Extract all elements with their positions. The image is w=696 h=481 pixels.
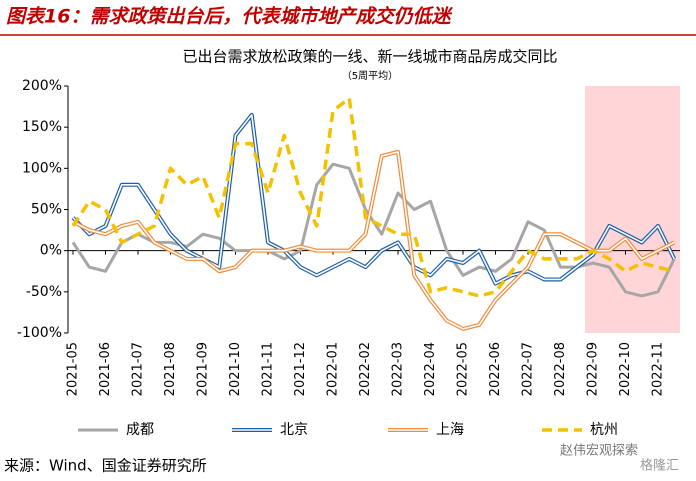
x-tick-label: 2022-04 (423, 342, 438, 396)
x-tick-label: 2022-03 (391, 342, 406, 396)
x-tick-label: 2021-08 (163, 342, 178, 396)
series-line (71, 162, 676, 298)
y-tick-label: 200% (22, 78, 62, 94)
x-tick-label: 2022-08 (553, 342, 568, 396)
x-tick-label: 2021-06 (98, 342, 113, 396)
x-tick-label: 2022-01 (326, 342, 341, 396)
x-tick-label: 2021-12 (293, 342, 308, 396)
header-bg (0, 0, 696, 34)
y-tick-label: 50% (31, 202, 62, 218)
legend-label: 杭州 (590, 422, 618, 438)
x-tick-label: 2022-02 (358, 342, 373, 396)
x-tick-label: 2022-05 (456, 342, 471, 396)
chart-subtitle: （5周平均） (342, 70, 398, 82)
legend-label: 成都 (126, 422, 154, 438)
x-tick-label: 2022-09 (586, 342, 601, 396)
series-line (71, 96, 675, 298)
x-tick-label: 2022-10 (618, 342, 633, 396)
y-tick-label: 150% (22, 119, 62, 135)
highlight-region (585, 86, 680, 333)
x-tick-label: 2022-07 (521, 342, 536, 396)
y-tick-label: -100% (17, 325, 62, 341)
series-line-inner (72, 114, 675, 285)
x-tick-label: 2021-10 (228, 342, 243, 396)
y-tick-label: 100% (22, 160, 62, 176)
watermark: 格隆汇 (640, 458, 679, 474)
series-line (72, 149, 676, 331)
header-title: 图表16：需求政策出台后，代表城市地产成交仍低迷 (6, 6, 453, 28)
x-tick-label: 2022-11 (651, 342, 666, 396)
watermark: 赵伟宏观探索 (560, 444, 638, 459)
chart-title: 已出台需求放松政策的一线、新一线城市商品房成交同比 (182, 48, 557, 66)
x-tick-label: 2021-11 (261, 342, 276, 396)
x-tick-label: 2021-09 (196, 342, 211, 396)
y-tick-label: -50% (26, 284, 62, 300)
series-line-inner (72, 151, 675, 330)
legend-label: 上海 (436, 422, 464, 438)
y-tick-label: 0% (40, 243, 62, 259)
x-tick-label: 2021-07 (131, 342, 146, 396)
x-tick-label: 2021-05 (66, 342, 81, 396)
x-tick-label: 2022-06 (488, 342, 503, 396)
legend-label: 北京 (280, 422, 308, 438)
source: 来源：Wind、国金证券研究所 (4, 457, 207, 475)
